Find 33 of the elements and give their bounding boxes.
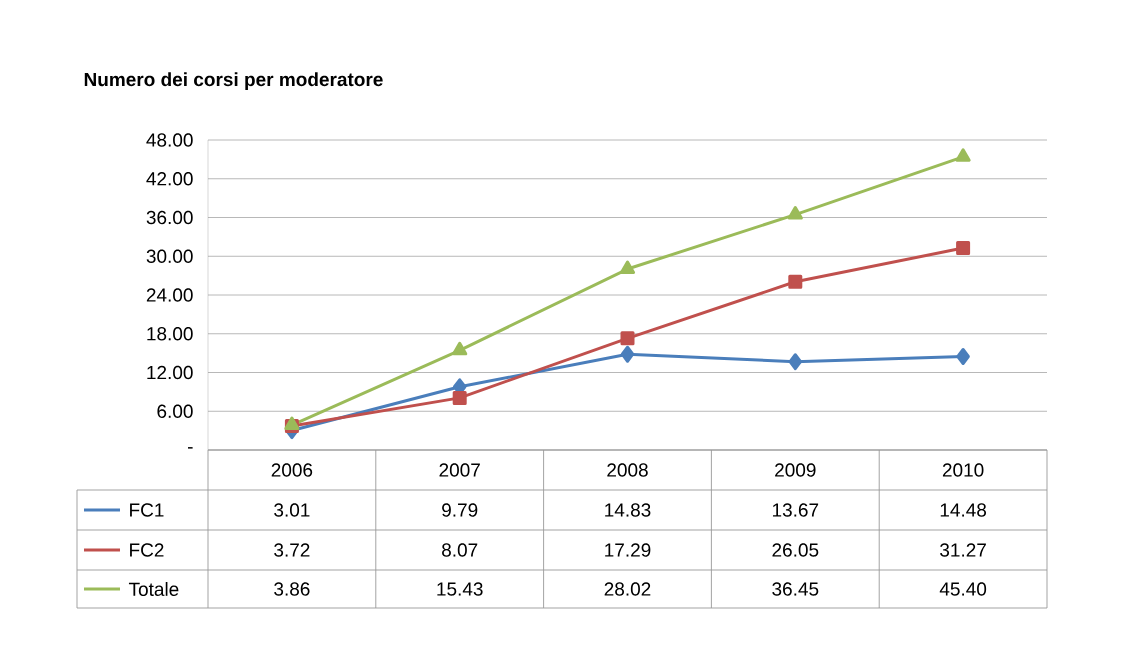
x-tick-label: 2010 <box>942 463 984 477</box>
legend-label: FC2 <box>130 543 164 557</box>
y-tick-label: 30.00 <box>146 249 193 263</box>
data-label: 3.86 <box>274 582 310 596</box>
y-tick-label: 24.00 <box>146 288 193 302</box>
data-label: 45.40 <box>939 582 987 596</box>
data-label: 3.72 <box>274 543 310 557</box>
data-label: 14.48 <box>940 503 987 517</box>
data-label: 36.45 <box>772 582 819 596</box>
data-label: 13.67 <box>772 503 819 517</box>
data-label: 26.05 <box>772 543 819 557</box>
legend-label: FC1 <box>130 503 164 517</box>
data-label: 31.27 <box>940 543 986 557</box>
y-tick-label: 6.00 <box>157 404 193 418</box>
data-label: 8.07 <box>442 543 478 557</box>
y-tick-label: 48.00 <box>146 133 193 147</box>
data-label: 9.79 <box>442 503 478 517</box>
chart-title: Numero dei corsi per moderatore <box>84 72 383 90</box>
y-tick-label: 36.00 <box>146 210 193 225</box>
y-tick-label: 12.00 <box>147 365 193 380</box>
x-tick-label: 2009 <box>775 463 816 477</box>
y-tick-label: 42.00 <box>146 172 193 186</box>
data-label: 3.01 <box>274 503 310 517</box>
x-tick-label: 2006 <box>271 463 313 477</box>
x-tick-label: 2008 <box>607 463 648 477</box>
y-tick-label: 18.00 <box>147 327 193 341</box>
data-label: 15.43 <box>437 582 483 596</box>
legend-label: Totale <box>128 582 179 596</box>
y-tick-label: - <box>187 447 193 449</box>
data-label: 28.02 <box>604 582 651 596</box>
data-label: 14.83 <box>605 503 651 517</box>
x-tick-label: 2007 <box>439 463 480 477</box>
data-label: 17.29 <box>605 543 651 557</box>
